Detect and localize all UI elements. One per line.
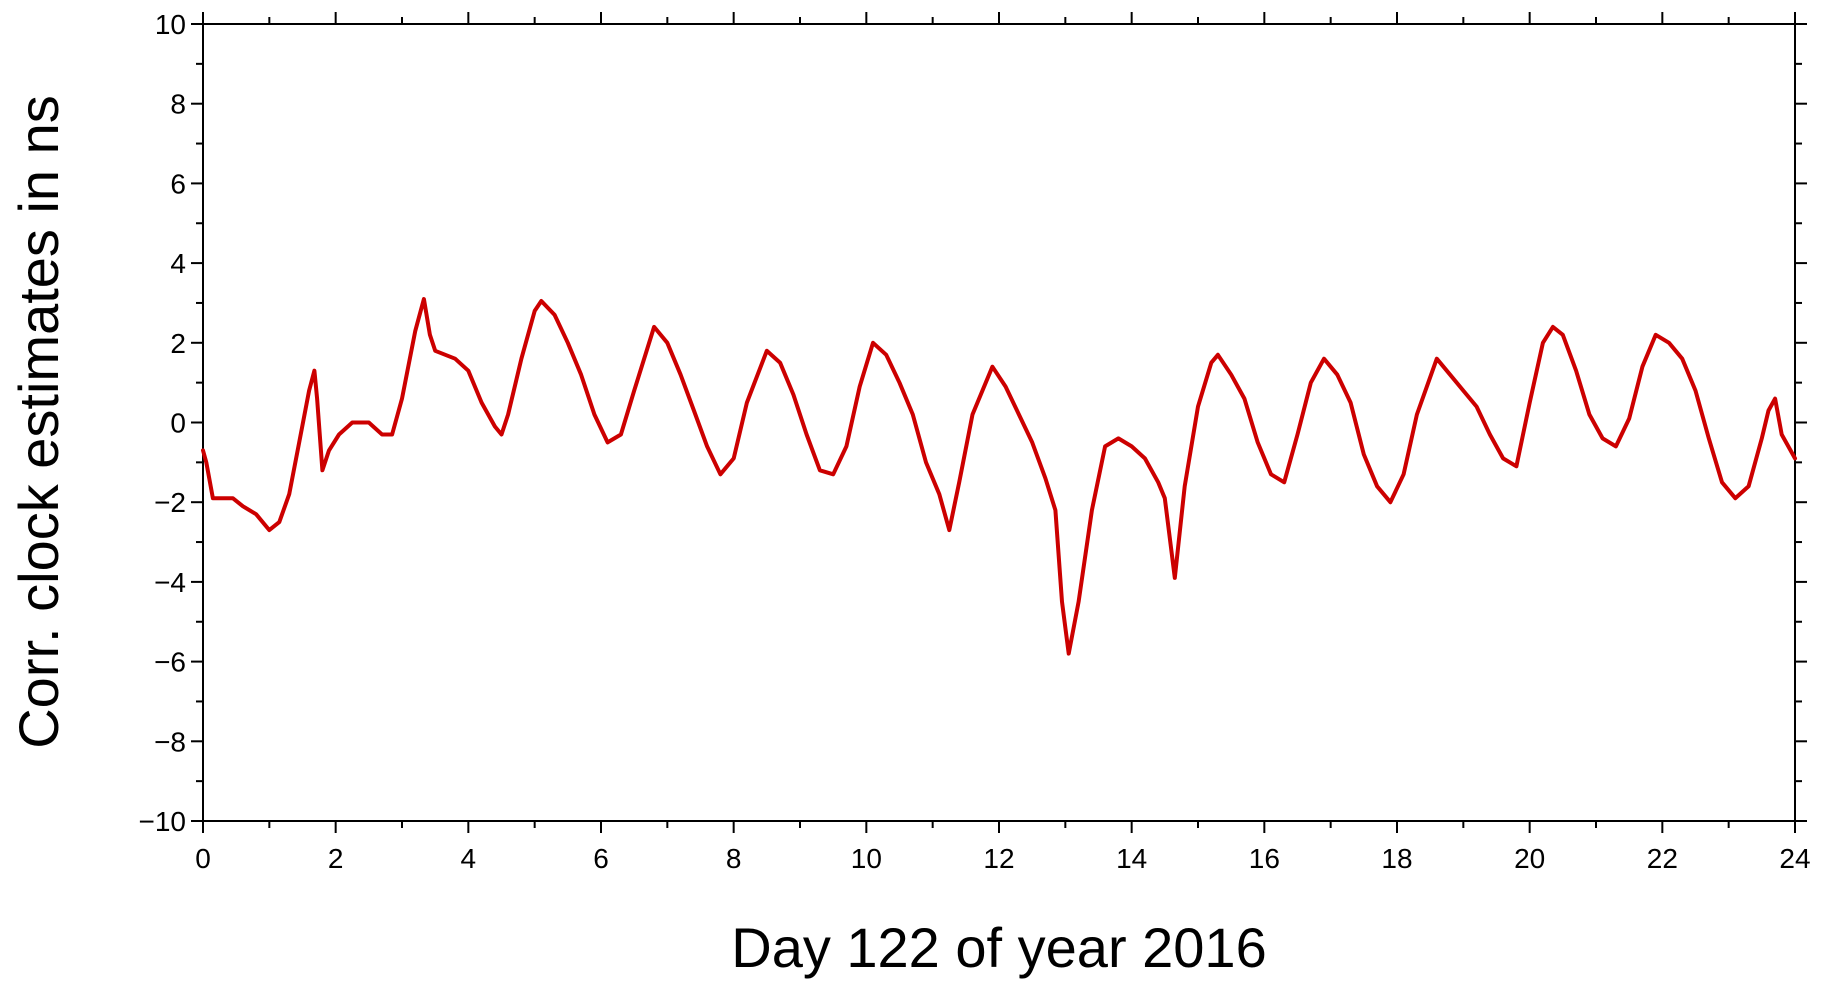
x-tick-label: 6 bbox=[593, 843, 609, 874]
plot-frame bbox=[202, 23, 1796, 822]
y-tick-label: 8 bbox=[170, 89, 186, 120]
x-axis-title: Day 122 of year 2016 bbox=[731, 916, 1266, 979]
x-tick-label: 0 bbox=[195, 843, 211, 874]
y-tick-label: −10 bbox=[139, 806, 187, 837]
x-tick-label: 20 bbox=[1514, 843, 1545, 874]
y-tick-label: −2 bbox=[154, 487, 186, 518]
series-line bbox=[201, 297, 1797, 656]
x-tick-label: 14 bbox=[1116, 843, 1147, 874]
y-tick-label: −6 bbox=[154, 647, 186, 678]
x-tick-label: 24 bbox=[1779, 843, 1810, 874]
y-tick-label: −4 bbox=[154, 567, 186, 598]
x-tick-label: 10 bbox=[851, 843, 882, 874]
x-tick-label: 2 bbox=[328, 843, 344, 874]
y-tick-label: 2 bbox=[170, 328, 186, 359]
y-tick-label: −8 bbox=[154, 726, 186, 757]
x-tick-label: 4 bbox=[461, 843, 477, 874]
x-tick-label: 12 bbox=[983, 843, 1014, 874]
x-tick-label: 8 bbox=[726, 843, 742, 874]
y-tick-label: 0 bbox=[170, 408, 186, 439]
y-tick-label: 10 bbox=[155, 9, 186, 40]
x-tick-label: 22 bbox=[1647, 843, 1678, 874]
x-tick-label: 16 bbox=[1249, 843, 1280, 874]
x-tick-label: 18 bbox=[1381, 843, 1412, 874]
y-tick-label: 4 bbox=[170, 248, 186, 279]
y-axis-title: Corr. clock estimates in ns bbox=[7, 95, 70, 749]
y-tick-label: 6 bbox=[170, 168, 186, 199]
axis-ticks bbox=[191, 12, 1807, 833]
